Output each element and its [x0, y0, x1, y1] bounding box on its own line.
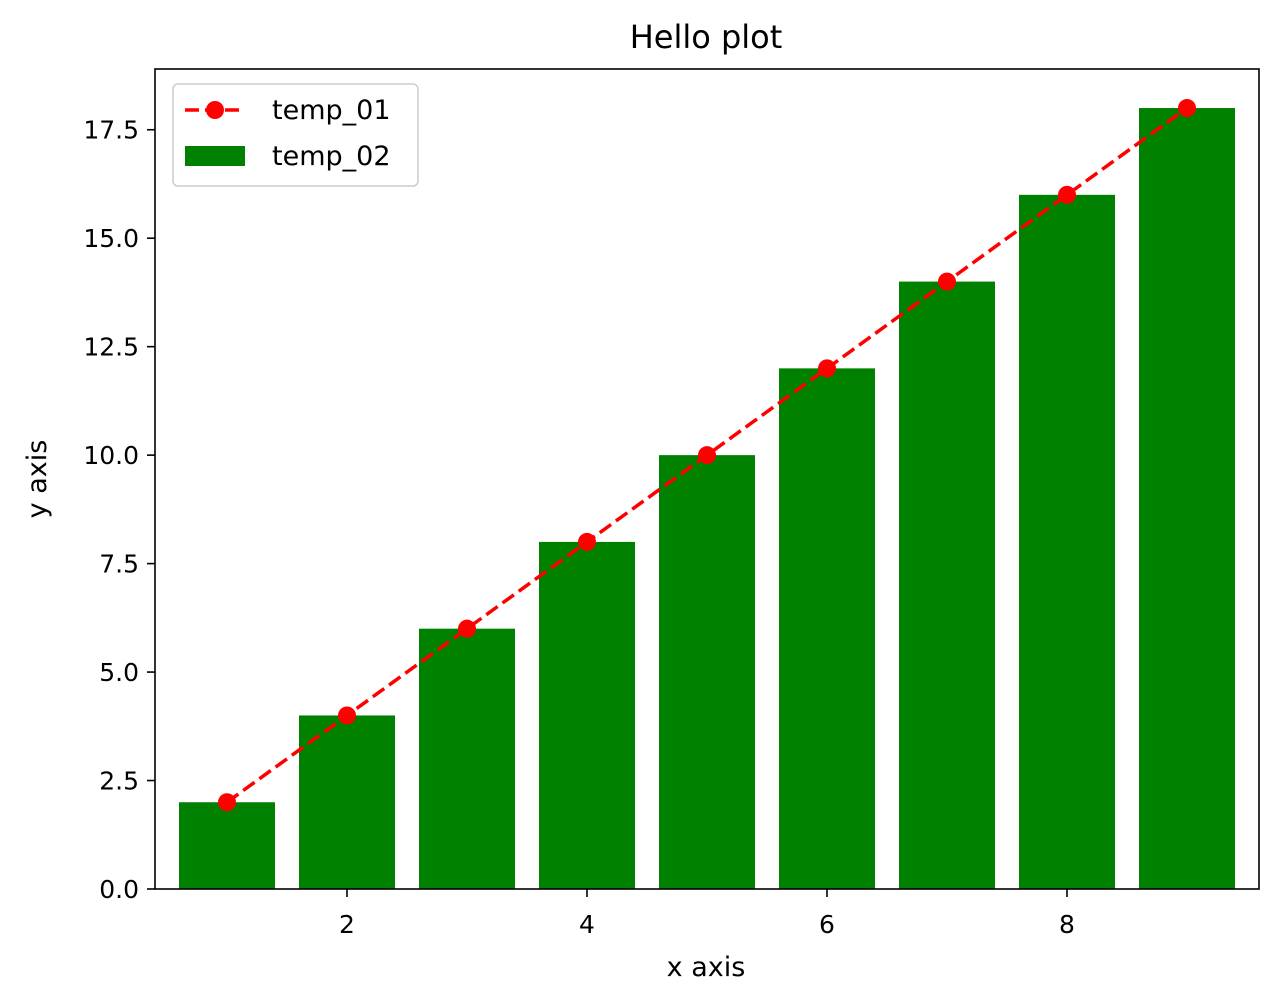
point-8 [1058, 185, 1076, 204]
bar-8 [1019, 194, 1115, 890]
y-tick-label: 5.0 [99, 658, 139, 687]
x-axis-ticks: 2 4 6 8 [339, 889, 1075, 939]
legend-label-temp-02: temp_02 [272, 141, 391, 172]
legend: temp_01 temp_02 [172, 83, 419, 187]
point-4 [578, 532, 596, 551]
y-tick-label: 12.5 [83, 333, 139, 362]
bar-2 [299, 715, 395, 889]
x-axis-label: x axis [667, 952, 746, 983]
y-tick-label: 15.0 [83, 224, 139, 253]
bar-6 [779, 368, 875, 889]
bar-3 [419, 628, 515, 889]
y-tick-label: 0.0 [99, 875, 139, 904]
bar-9 [1139, 108, 1235, 890]
bar-5 [659, 455, 755, 889]
line-layer [218, 99, 1196, 812]
point-6 [818, 359, 836, 378]
bar-4 [539, 541, 635, 889]
legend-bar-swatch [185, 146, 245, 166]
chart-title: Hello plot [630, 18, 783, 56]
legend-label-temp-01: temp_01 [272, 95, 391, 126]
y-axis-ticks: 0.0 2.5 5.0 7.5 10.0 12.5 15.0 17.5 [83, 116, 155, 904]
x-tick-label: 8 [1059, 910, 1075, 939]
point-1 [218, 793, 236, 812]
bar-1 [179, 802, 275, 889]
plot-frame [154, 68, 1260, 890]
y-tick-label: 10.0 [83, 441, 139, 470]
x-tick-label: 2 [339, 910, 355, 939]
x-tick-label: 6 [819, 910, 835, 939]
point-3 [458, 619, 476, 638]
legend-marker-swatch [206, 101, 224, 119]
point-2 [338, 706, 356, 725]
x-tick-label: 4 [579, 910, 595, 939]
point-9 [1178, 99, 1196, 118]
y-tick-label: 17.5 [83, 116, 139, 145]
bar-7 [899, 281, 995, 889]
bars-layer [179, 108, 1235, 890]
y-tick-label: 7.5 [99, 550, 139, 579]
point-7 [938, 272, 956, 291]
y-axis-label: y axis [22, 440, 53, 519]
point-5 [698, 446, 716, 465]
y-tick-label: 2.5 [99, 767, 139, 796]
